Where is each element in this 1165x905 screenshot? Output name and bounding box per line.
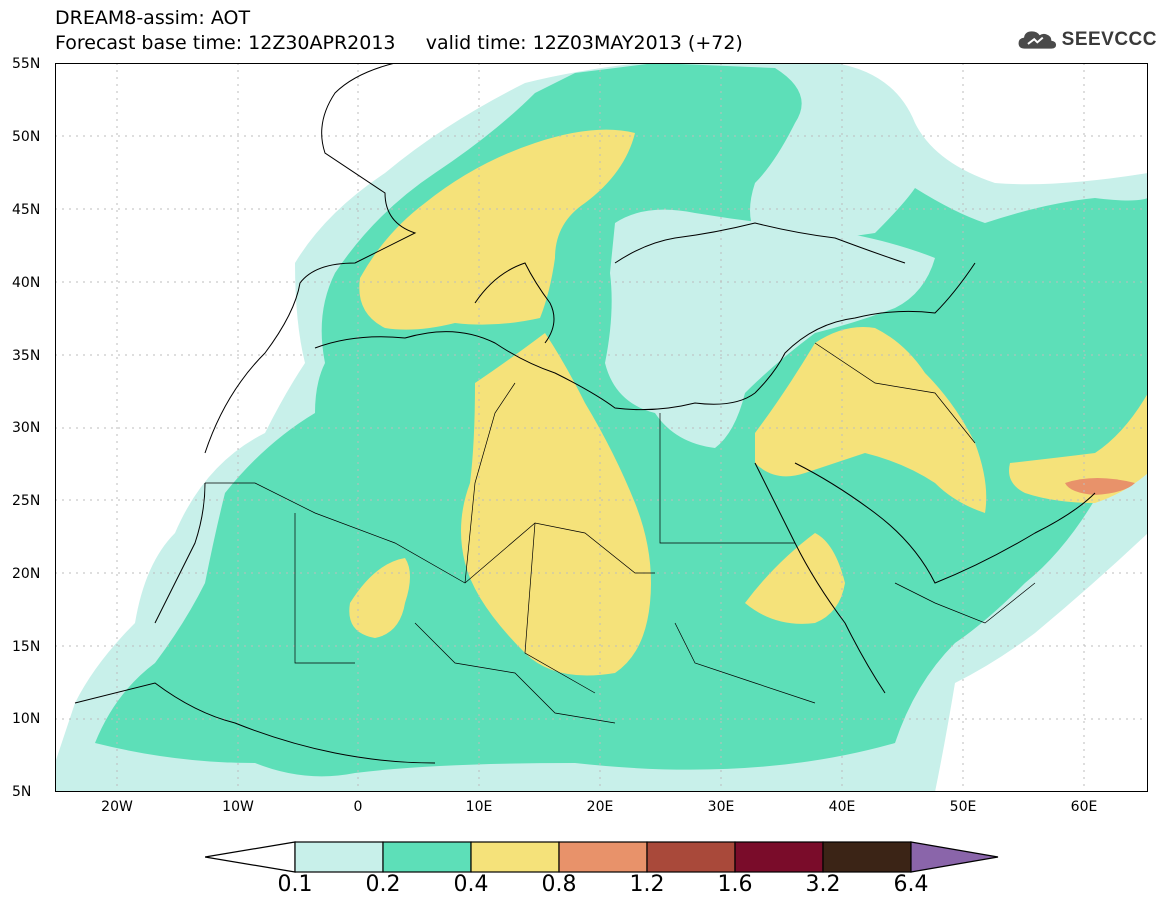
aot-map [55,63,1148,792]
colorbar-label: 6.4 [893,872,929,897]
coastlines [74,63,1096,764]
colorbar-label: 0.2 [365,872,401,897]
colorbar-label: 0.4 [453,872,489,897]
lon-label: 0 [353,799,363,815]
lon-label: 40E [828,799,856,815]
aot-band-0.4-gulf [1009,393,1148,503]
lat-label: 45N [12,202,41,218]
lat-label: 30N [12,420,41,436]
lat-label: 35N [12,348,41,364]
lat-label: 40N [12,275,41,291]
colorbar [205,841,999,873]
aot-band-0.4-west-africa [349,558,410,638]
lon-label: 10E [465,799,493,815]
lat-label: 20N [12,566,41,582]
lon-label: 20W [101,799,133,815]
colorbar-segment [734,841,824,873]
aot-band-0.4-europe [359,129,635,330]
colorbar-arrow-low [205,841,296,873]
logo-text: SEEVCCC [1061,29,1157,50]
lat-label: 10N [12,711,41,727]
colorbar-label: 1.2 [629,872,665,897]
country-borders [205,342,1036,724]
aot-band-0.8 [1065,478,1135,495]
aot-band-0.4-arabia [755,327,987,513]
colorbar-segment [382,841,472,873]
forecast-times: Forecast base time: 12Z30APR2013 valid t… [55,32,743,54]
cloud-logo-icon [1018,31,1057,49]
seevccc-logo: SEEVCCC [1017,22,1157,58]
lon-label: 50E [949,799,977,815]
map-title: DREAM8-assim: AOT [55,7,251,29]
lat-label: 15N [12,639,41,655]
lon-label: 30E [707,799,735,815]
colorbar-segment [470,841,560,873]
colorbar-segment [822,841,912,873]
colorbar-arrow-high [910,841,999,873]
lat-label: 55N [12,56,41,72]
aot-band-0.4-red-sea [745,533,845,624]
colorbar-label: 3.2 [805,872,841,897]
lon-label: 10W [222,799,254,815]
colorbar-segment [646,841,736,873]
lat-label: 5N [12,784,32,800]
aot-band-0.4-sahara [461,333,651,676]
colorbar-segment [294,841,384,873]
colorbar-label: 1.6 [717,872,753,897]
lon-label: 20E [586,799,614,815]
lon-label: 60E [1070,799,1098,815]
colorbar-segment [558,841,648,873]
graticule [55,63,1148,792]
lat-label: 25N [12,493,41,509]
colorbar-label: 0.8 [541,872,577,897]
lat-label: 50N [12,129,41,145]
colorbar-label: 0.1 [277,872,313,897]
aot-hole-mediterranean [605,209,935,448]
aot-field [55,63,1148,792]
